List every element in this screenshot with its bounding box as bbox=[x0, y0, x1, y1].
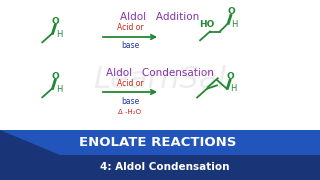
Text: O: O bbox=[51, 72, 59, 81]
Text: ENOLATE REACTIONS: ENOLATE REACTIONS bbox=[79, 136, 237, 150]
Text: O: O bbox=[227, 7, 235, 16]
Polygon shape bbox=[0, 130, 320, 180]
Text: H: H bbox=[56, 85, 62, 94]
Text: base: base bbox=[121, 42, 139, 51]
Text: LearnSal: LearnSal bbox=[93, 66, 227, 94]
Text: H: H bbox=[231, 20, 237, 29]
Text: H: H bbox=[56, 30, 62, 39]
Text: HO: HO bbox=[199, 20, 214, 29]
Text: Acid or: Acid or bbox=[117, 78, 143, 87]
Text: O: O bbox=[226, 71, 234, 81]
Text: Δ -H₂O: Δ -H₂O bbox=[118, 109, 141, 115]
Text: Aldol   Addition: Aldol Addition bbox=[120, 12, 200, 22]
Text: 4: Aldol Condensation: 4: Aldol Condensation bbox=[100, 162, 230, 172]
Polygon shape bbox=[0, 130, 320, 155]
Text: Aldol   Condensation: Aldol Condensation bbox=[106, 68, 214, 78]
Text: base: base bbox=[121, 96, 139, 105]
Text: O: O bbox=[51, 17, 59, 26]
Text: Acid or: Acid or bbox=[117, 24, 143, 33]
Text: H: H bbox=[230, 84, 236, 93]
